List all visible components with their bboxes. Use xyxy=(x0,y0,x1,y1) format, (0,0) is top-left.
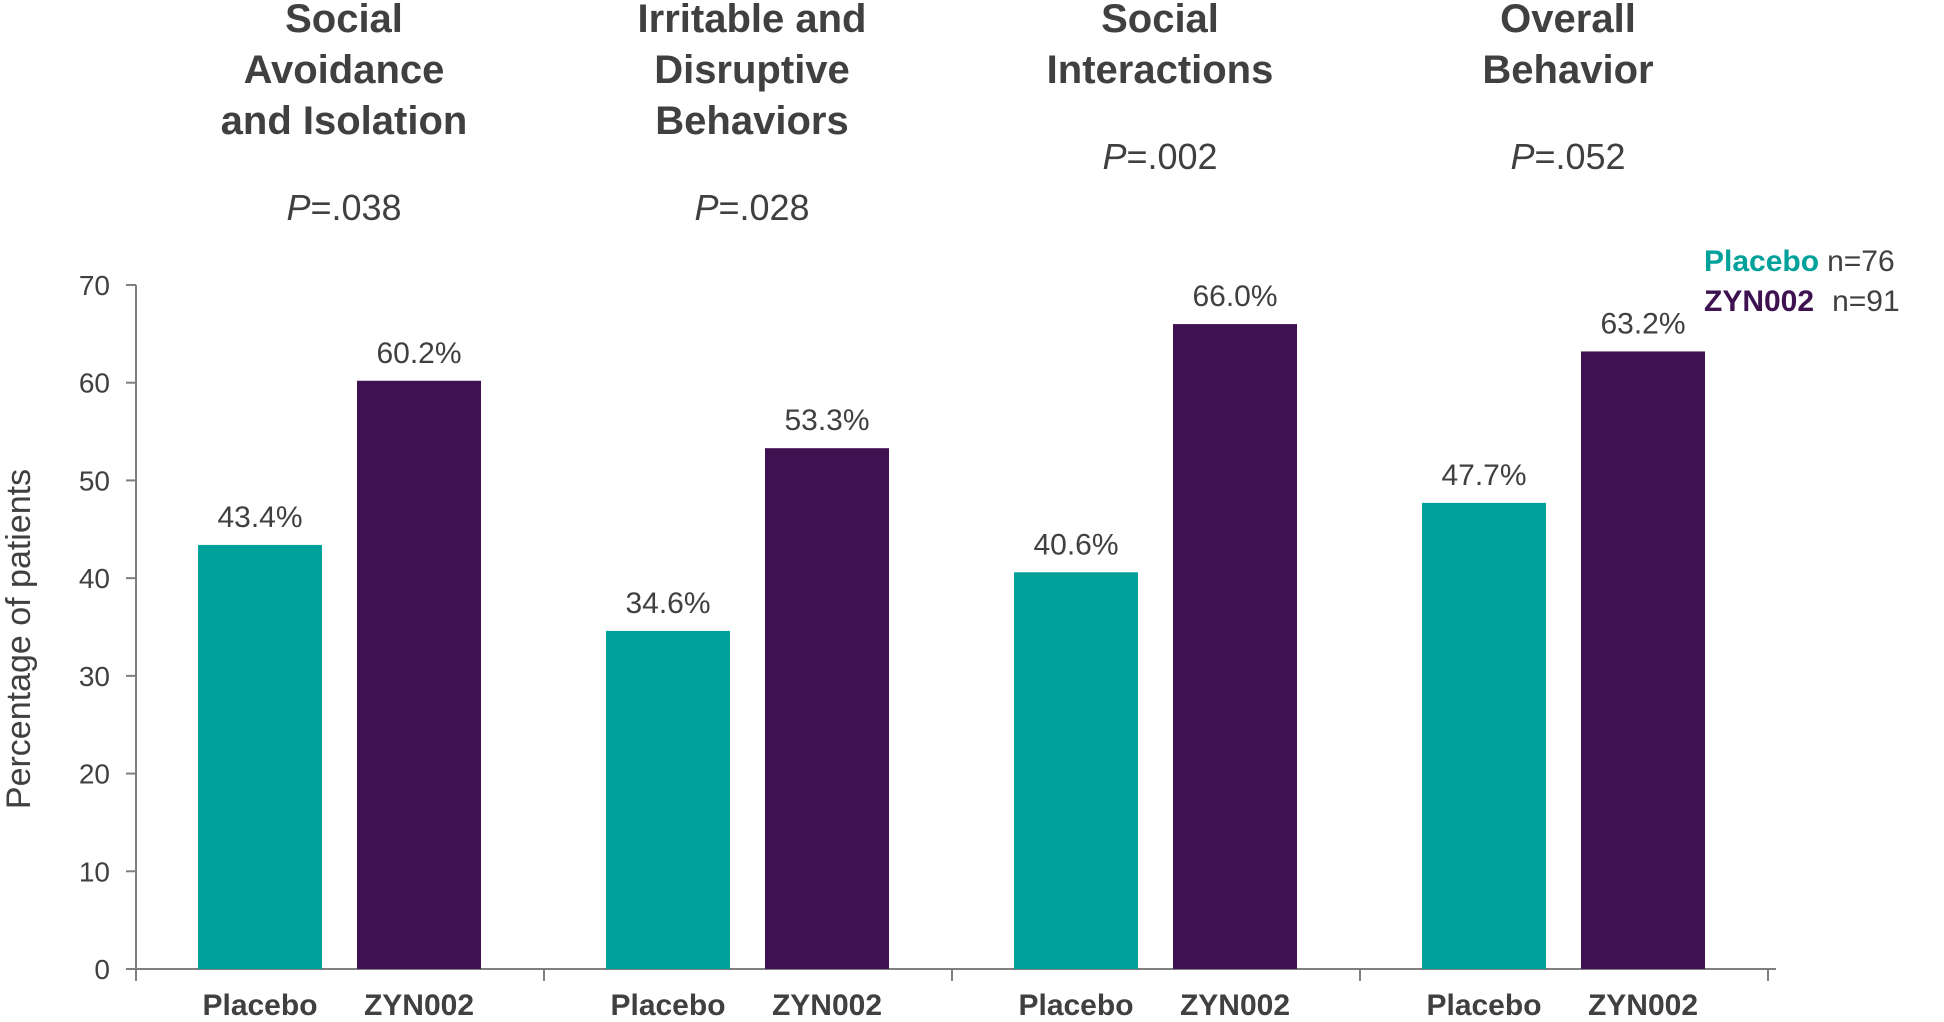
legend-series-name: ZYN002 xyxy=(1704,285,1814,318)
bar-value-label: 53.3% xyxy=(784,404,869,437)
p-value-number: =.052 xyxy=(1534,136,1625,177)
x-category-label: Placebo xyxy=(202,989,317,1022)
legend-sample-size: n=76 xyxy=(1827,245,1895,278)
bar-value-label: 34.6% xyxy=(625,587,710,620)
bar-placebo xyxy=(606,630,730,969)
p-value-prefix: P xyxy=(1102,136,1126,177)
x-category-label: Placebo xyxy=(610,989,725,1022)
legend: Placebo n=76 ZYN002 n=91 xyxy=(1704,245,1900,318)
group-title-line: Irritable and xyxy=(638,0,867,41)
group-title-line: Interactions xyxy=(1047,48,1274,92)
bar-value-label: 40.6% xyxy=(1033,528,1118,561)
p-value-prefix: P xyxy=(694,187,718,228)
y-tick-label: 50 xyxy=(79,465,110,496)
y-tick-label: 0 xyxy=(94,954,110,985)
x-category-label: ZYN002 xyxy=(364,989,474,1022)
group-title-line: Social xyxy=(1101,0,1219,41)
y-tick-label: 70 xyxy=(79,270,110,301)
p-value-prefix: P xyxy=(286,187,310,228)
group-title-line: and Isolation xyxy=(221,99,468,143)
group-title-line: Behaviors xyxy=(655,99,848,143)
bars xyxy=(198,324,1705,970)
p-value-label: P=.038 xyxy=(286,187,401,228)
legend-sample-size: n=91 xyxy=(1832,285,1900,318)
p-value-prefix: P xyxy=(1510,136,1534,177)
bar-value-label: 63.2% xyxy=(1600,307,1685,340)
group-title-line: Avoidance xyxy=(244,48,445,92)
x-category-label: ZYN002 xyxy=(1180,989,1290,1022)
p-value-number: =.038 xyxy=(310,187,401,228)
x-category-label: Placebo xyxy=(1426,989,1541,1022)
group-title-line: Social xyxy=(285,0,403,41)
p-value-number: =.028 xyxy=(718,187,809,228)
y-tick-label: 20 xyxy=(79,759,110,790)
y-tick-label: 30 xyxy=(79,661,110,692)
bar-zyn002 xyxy=(1581,351,1705,970)
group-title-line: Overall xyxy=(1500,0,1636,41)
y-tick-label: 60 xyxy=(79,368,110,399)
bar-placebo xyxy=(198,544,322,969)
bar-zyn002 xyxy=(765,448,889,969)
legend-entry: ZYN002 n=91 xyxy=(1704,285,1900,318)
y-tick-label: 10 xyxy=(79,856,110,887)
p-value-label: P=.028 xyxy=(694,187,809,228)
bar-value-label: 47.7% xyxy=(1441,459,1526,492)
bar-value-label: 60.2% xyxy=(376,337,461,370)
p-value-label: P=.052 xyxy=(1510,136,1625,177)
bar-value-label: 43.4% xyxy=(217,501,302,534)
bar-zyn002 xyxy=(1173,324,1297,970)
bar-zyn002 xyxy=(357,380,481,969)
x-category-label: ZYN002 xyxy=(772,989,882,1022)
x-category-label: Placebo xyxy=(1018,989,1133,1022)
y-tick-label: 40 xyxy=(79,563,110,594)
p-value-number: =.002 xyxy=(1126,136,1217,177)
bar-placebo xyxy=(1422,502,1546,969)
x-category-label: ZYN002 xyxy=(1588,989,1698,1022)
group-title-line: Disruptive xyxy=(654,48,850,92)
y-axis-title: Percentage of patients xyxy=(0,469,38,809)
legend-series-name: Placebo xyxy=(1704,245,1819,278)
bar-placebo xyxy=(1014,572,1138,969)
group-title-line: Behavior xyxy=(1482,48,1653,92)
p-value-label: P=.002 xyxy=(1102,136,1217,177)
legend-entry: Placebo n=76 xyxy=(1704,245,1895,278)
bar-value-label: 66.0% xyxy=(1192,280,1277,313)
